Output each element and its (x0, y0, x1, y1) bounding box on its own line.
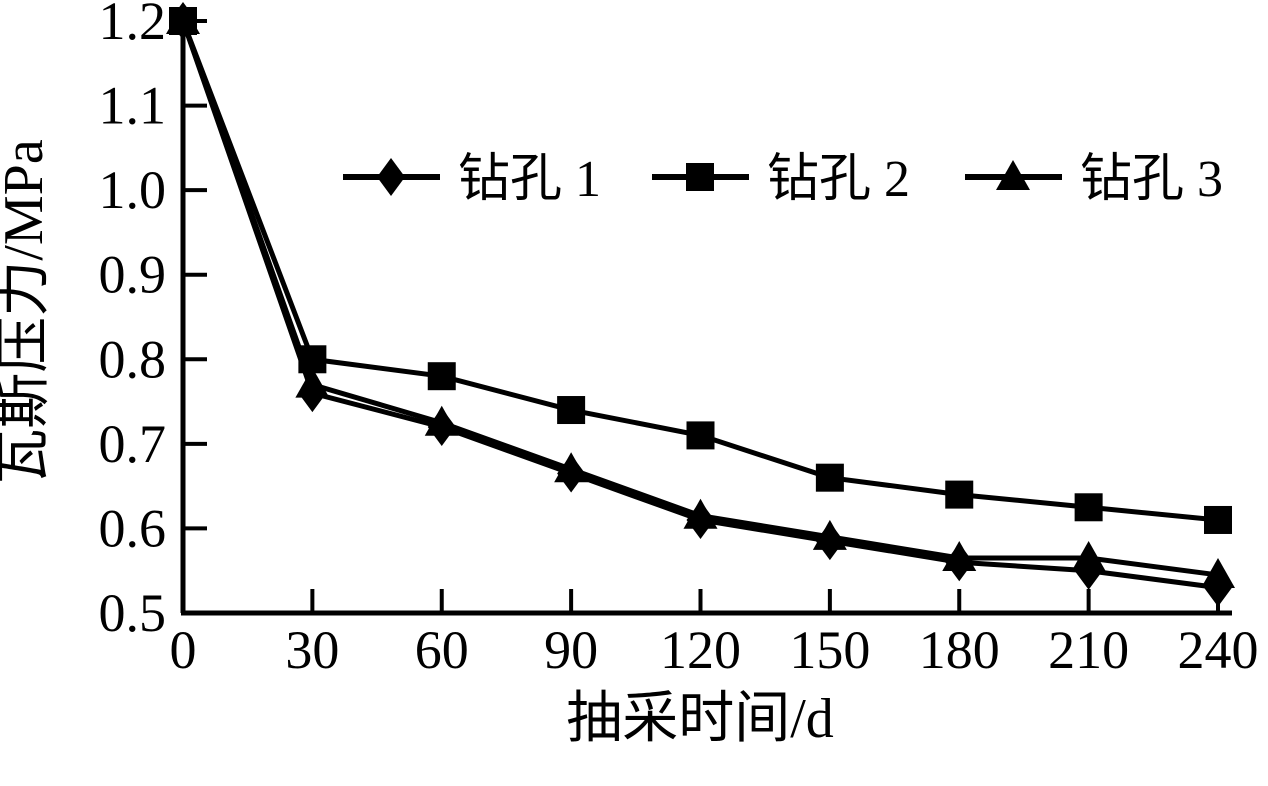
series-3-triangle-marker-icon (812, 519, 847, 550)
y-axis-title: 瓦斯压力/MPa (0, 139, 55, 484)
legend-item-3: 钻孔 3 (965, 151, 1223, 208)
series-2-square-marker-icon (1204, 505, 1232, 534)
legend-label: 钻孔 1 (458, 151, 601, 208)
x-axis-title: 抽采时间/d (566, 688, 834, 750)
y-tick-label: 1.0 (99, 160, 167, 220)
series-2-square-marker-icon (945, 480, 974, 509)
legend-square-marker-icon (686, 163, 714, 191)
series-3-triangle-marker-icon (554, 452, 589, 483)
series-3-triangle-marker-icon (942, 541, 977, 572)
x-tick-label: 90 (544, 620, 598, 680)
y-tick-label: 0.5 (99, 583, 167, 643)
x-tick-label: 180 (919, 620, 1000, 680)
series-3-triangle-marker-icon (424, 405, 459, 436)
series-3-triangle-marker-icon (166, 4, 200, 34)
legend-triangle-marker-icon (996, 160, 1030, 190)
series-3-triangle-marker-icon (1201, 557, 1235, 588)
series-line-3 (180, 20, 1219, 578)
x-tick-label: 240 (1178, 620, 1259, 680)
x-tick-label: 120 (660, 620, 741, 680)
series-2-square-marker-icon (686, 421, 715, 450)
x-tick-label: 0 (170, 620, 197, 680)
y-tick-label: 0.9 (99, 245, 167, 305)
series-3-triangle-marker-icon (683, 498, 718, 529)
series-2-square-marker-icon (815, 463, 844, 492)
y-tick-label: 1.2 (99, 0, 167, 51)
y-tick-label: 0.8 (99, 329, 167, 389)
y-tick-label: 1.1 (99, 76, 167, 136)
x-tick-label: 210 (1048, 620, 1129, 680)
x-tick-label: 30 (285, 620, 339, 680)
series-3-triangle-marker-icon (1071, 541, 1106, 572)
y-tick-label: 0.7 (99, 414, 167, 474)
series-2-square-marker-icon (427, 362, 456, 391)
series-2-square-marker-icon (1074, 493, 1103, 522)
x-tick-label: 150 (789, 620, 870, 680)
x-tick-label: 60 (415, 620, 469, 680)
series-2-square-marker-icon (557, 396, 586, 425)
series-3-triangle-marker-icon (295, 367, 330, 398)
legend-diamond-marker-icon (377, 158, 405, 196)
legend-label: 钻孔 2 (767, 151, 910, 208)
y-tick-label: 0.6 (99, 498, 167, 558)
legend-label: 钻孔 3 (1080, 151, 1223, 208)
